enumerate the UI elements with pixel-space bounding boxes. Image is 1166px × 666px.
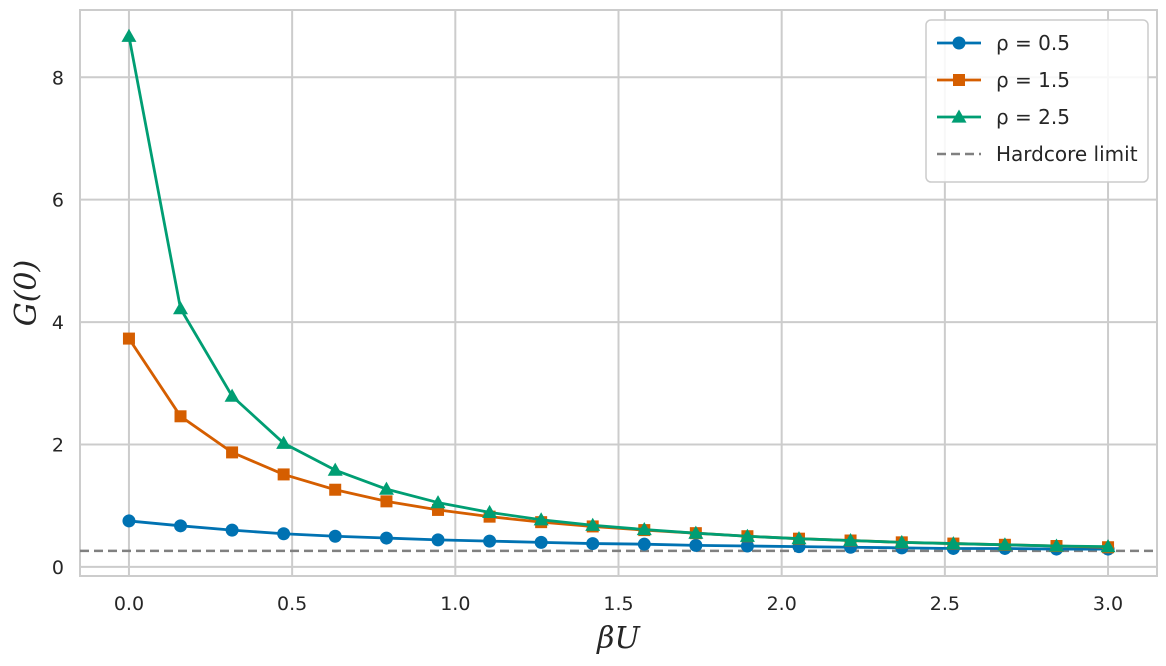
- x-axis-label: βU: [596, 621, 641, 656]
- x-axis-ticks: 0.0 0.5 1.0 1.5 2.0 2.5 3.0: [114, 593, 1123, 615]
- data-point: [1100, 539, 1116, 553]
- data-point: [637, 537, 651, 551]
- data-point: [534, 535, 548, 549]
- data-point: [739, 528, 755, 542]
- y-tick-label: 8: [52, 67, 64, 89]
- data-point: [586, 537, 600, 551]
- data-point: [483, 534, 497, 548]
- data-point: [328, 529, 342, 543]
- y-tick-label: 2: [52, 434, 64, 456]
- data-point: [327, 462, 343, 476]
- data-point: [430, 495, 446, 509]
- x-tick-label: 1.0: [440, 593, 470, 615]
- data-point: [226, 446, 239, 459]
- data-point: [791, 531, 807, 545]
- data-point: [174, 519, 188, 533]
- data-point: [482, 504, 498, 518]
- data-point: [122, 332, 135, 345]
- x-tick-label: 1.5: [603, 593, 633, 615]
- data-point: [843, 533, 859, 547]
- x-tick-label: 2.5: [930, 593, 960, 615]
- data-point: [122, 514, 136, 528]
- legend-label: ρ = 0.5: [996, 31, 1070, 55]
- data-point: [585, 517, 601, 531]
- x-tick-label: 0.0: [114, 593, 144, 615]
- data-point: [329, 483, 342, 496]
- data-point: [945, 536, 961, 550]
- data-point: [379, 531, 393, 545]
- data-point: [431, 533, 445, 547]
- data-point: [953, 74, 965, 86]
- data-point: [432, 503, 445, 516]
- data-point: [952, 36, 966, 50]
- data-point: [276, 435, 292, 449]
- data-point: [894, 534, 910, 548]
- data-point: [636, 521, 652, 536]
- data-point: [378, 481, 394, 495]
- y-tick-label: 4: [52, 312, 64, 334]
- data-point: [225, 523, 239, 537]
- data-point: [174, 410, 187, 423]
- data-point: [689, 538, 703, 552]
- data-point: [1048, 538, 1064, 552]
- data-point: [951, 109, 967, 123]
- legend: ρ = 0.5 ρ = 1.5 ρ = 2.5 Hardcore limit: [925, 19, 1149, 183]
- legend-label: ρ = 1.5: [996, 68, 1070, 92]
- data-point: [380, 495, 393, 508]
- data-point: [173, 301, 189, 315]
- plot-area-frame: [79, 9, 1158, 577]
- data-point: [740, 539, 754, 553]
- x-tick-label: 2.0: [767, 593, 797, 615]
- y-tick-label: 0: [52, 557, 64, 579]
- series-line: [127, 36, 1109, 549]
- y-tick-label: 6: [52, 190, 64, 212]
- legend-box: [925, 19, 1149, 183]
- x-tick-label: 3.0: [1093, 593, 1123, 615]
- data-point: [277, 527, 291, 541]
- data-point: [277, 468, 290, 481]
- data-point: [997, 537, 1013, 551]
- data-point: [224, 388, 240, 402]
- legend-label: Hardcore limit: [996, 142, 1138, 166]
- y-axis-ticks: 0 2 4 6 8: [52, 67, 64, 579]
- data-point: [688, 525, 704, 539]
- x-tick-label: 0.5: [277, 593, 307, 615]
- data-point: [533, 512, 549, 526]
- legend-label: ρ = 2.5: [996, 105, 1070, 129]
- series-line: [128, 519, 1109, 551]
- series-3: [121, 28, 1116, 553]
- y-axis-label: G(0): [9, 260, 44, 326]
- data-point: [121, 28, 137, 42]
- series-group: [121, 28, 1116, 556]
